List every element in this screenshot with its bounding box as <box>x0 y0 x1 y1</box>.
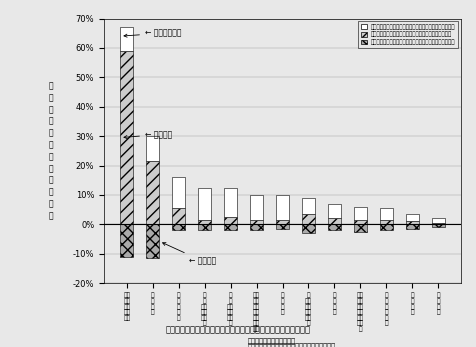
Bar <box>250 195 263 220</box>
Bar <box>302 198 315 214</box>
Bar <box>328 204 341 218</box>
Text: ← 新規参加希望: ← 新規参加希望 <box>124 29 181 38</box>
Bar <box>198 220 211 224</box>
Legend: 新規参加希望：参加したことはないが，今後は参加したい, 参加継続　　：参加したことがあるし，今後も参加する, 参加中止　　：参加したことがあるが，今後は参加しな: 新規参加希望：参加したことはないが，今後は参加したい, 参加継続 ：参加したこと… <box>358 21 458 48</box>
Bar <box>406 224 419 229</box>
Bar <box>406 214 419 221</box>
Bar <box>276 220 289 224</box>
Bar <box>250 224 263 230</box>
Bar <box>224 188 237 217</box>
Bar <box>380 224 393 230</box>
Bar <box>354 207 367 220</box>
Bar <box>172 224 185 230</box>
Bar <box>224 224 237 230</box>
Bar <box>302 214 315 224</box>
Bar <box>432 218 445 223</box>
Bar <box>302 224 315 233</box>
Bar <box>120 224 133 257</box>
Bar <box>250 220 263 224</box>
Bar <box>328 224 341 230</box>
Bar <box>380 220 393 224</box>
Bar <box>328 218 341 224</box>
Text: 注１）農家を除いた集計値: 注１）農家を除いた集計値 <box>248 337 296 344</box>
Bar <box>172 208 185 224</box>
Bar <box>432 224 445 227</box>
Bar <box>354 224 367 232</box>
Text: 図１　新規参加希望・参加継続・参加中止の内訳（交流活動別）: 図１ 新規参加希望・参加継続・参加中止の内訳（交流活動別） <box>166 326 310 335</box>
Bar <box>120 51 133 224</box>
Bar <box>120 27 133 51</box>
Bar <box>146 224 159 258</box>
Bar <box>276 224 289 229</box>
Text: ２）参加経験者は「参加継続」＋「参加中止」: ２）参加経験者は「参加継続」＋「参加中止」 <box>248 342 336 347</box>
Text: ← 参加中止: ← 参加中止 <box>163 243 216 265</box>
Bar <box>354 220 367 224</box>
Bar <box>146 136 159 161</box>
Bar <box>406 221 419 224</box>
Bar <box>146 161 159 224</box>
Bar <box>198 224 211 230</box>
Bar <box>432 223 445 224</box>
Bar <box>380 208 393 220</box>
Bar <box>224 217 237 224</box>
Bar <box>172 177 185 208</box>
Y-axis label: 有
効
回
答
者
数
に
占
め
る
割
合: 有 効 回 答 者 数 に 占 め る 割 合 <box>49 82 53 220</box>
Text: ← 参加継続: ← 参加継続 <box>124 130 172 139</box>
Bar <box>198 188 211 220</box>
Bar <box>276 195 289 220</box>
